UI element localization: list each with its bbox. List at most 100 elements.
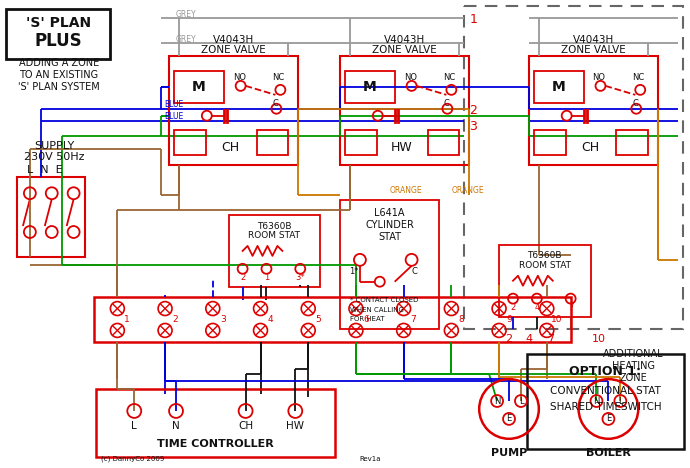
Text: NC: NC <box>273 73 285 82</box>
Text: (c) DannyCo 2009: (c) DannyCo 2009 <box>101 455 165 462</box>
Text: 4: 4 <box>534 303 540 312</box>
Text: L  N  E: L N E <box>27 165 63 176</box>
Text: CYLINDER: CYLINDER <box>365 220 414 230</box>
Bar <box>257 130 288 155</box>
Bar <box>94 297 571 343</box>
Text: 8: 8 <box>458 315 464 324</box>
Text: 9: 9 <box>506 315 512 324</box>
Bar <box>340 56 469 165</box>
Text: 2: 2 <box>172 315 178 324</box>
Text: WHEN CALLING: WHEN CALLING <box>350 307 404 313</box>
Text: HW: HW <box>391 141 413 154</box>
Text: N: N <box>494 396 500 405</box>
Text: V4043H: V4043H <box>213 35 255 45</box>
Text: V4043H: V4043H <box>573 35 614 45</box>
Text: OPTION 1:: OPTION 1: <box>569 365 642 378</box>
Bar <box>174 130 206 155</box>
Text: NO: NO <box>404 73 417 82</box>
Text: HW: HW <box>286 421 304 431</box>
Bar <box>340 200 440 329</box>
Text: 6: 6 <box>363 315 368 324</box>
Text: 1: 1 <box>264 273 269 282</box>
Bar <box>616 130 648 155</box>
Text: 7: 7 <box>411 315 417 324</box>
Text: CONVENTIONAL STAT: CONVENTIONAL STAT <box>550 386 661 396</box>
Text: SUPPLY: SUPPLY <box>34 140 75 151</box>
Text: CH: CH <box>582 141 600 154</box>
Circle shape <box>375 277 385 287</box>
Text: L: L <box>131 421 137 431</box>
Text: 'S' PLAN: 'S' PLAN <box>26 16 91 30</box>
Text: L: L <box>519 396 523 405</box>
Text: 2: 2 <box>506 334 513 344</box>
Text: 2: 2 <box>511 303 515 312</box>
Text: 2: 2 <box>469 104 477 117</box>
Text: NO: NO <box>233 73 246 82</box>
Text: ZONE: ZONE <box>620 373 647 383</box>
Text: ZONE VALVE: ZONE VALVE <box>373 45 437 55</box>
Text: 'S' PLAN SYSTEM: 'S' PLAN SYSTEM <box>18 82 99 92</box>
Text: ORANGE: ORANGE <box>451 186 484 195</box>
Text: 4: 4 <box>268 315 273 324</box>
Text: 1: 1 <box>124 315 130 324</box>
Text: E: E <box>606 414 611 424</box>
Text: 3: 3 <box>469 120 477 133</box>
Text: 1*: 1* <box>349 267 359 276</box>
Text: 7: 7 <box>568 303 573 312</box>
Text: T6360B: T6360B <box>257 221 292 231</box>
Text: 230V 50Hz: 230V 50Hz <box>24 153 85 162</box>
Text: TIME CONTROLLER: TIME CONTROLLER <box>157 439 274 449</box>
Text: HEATING: HEATING <box>612 361 655 371</box>
Text: 5: 5 <box>315 315 321 324</box>
Text: M: M <box>363 80 377 94</box>
Text: * CONTACT CLOSED: * CONTACT CLOSED <box>350 297 418 303</box>
Text: TO AN EXISTING: TO AN EXISTING <box>19 70 98 80</box>
Text: 10: 10 <box>591 334 606 344</box>
Text: 1: 1 <box>469 13 477 26</box>
Text: BLUE: BLUE <box>164 100 184 109</box>
Text: ADDING A ZONE: ADDING A ZONE <box>19 58 99 68</box>
Text: ZONE VALVE: ZONE VALVE <box>201 45 266 55</box>
Text: 4: 4 <box>525 334 533 344</box>
Text: CH: CH <box>238 421 253 431</box>
Text: T6360B: T6360B <box>528 251 562 260</box>
Text: BLUE: BLUE <box>164 112 184 121</box>
Text: N: N <box>172 421 180 431</box>
Text: N: N <box>593 396 600 405</box>
Bar <box>527 354 684 449</box>
Bar <box>174 71 224 103</box>
Bar <box>169 56 298 165</box>
Bar <box>6 9 110 59</box>
Text: E: E <box>506 414 512 424</box>
Text: 2: 2 <box>240 273 245 282</box>
Text: ADDITIONAL: ADDITIONAL <box>603 349 664 359</box>
Text: 3: 3 <box>220 315 226 324</box>
Text: C: C <box>273 99 278 108</box>
Bar <box>97 389 335 457</box>
Bar <box>464 7 683 329</box>
Text: 10: 10 <box>551 315 562 324</box>
Text: BOILER: BOILER <box>586 448 631 458</box>
Text: ORANGE: ORANGE <box>390 186 422 195</box>
Text: ROOM STAT: ROOM STAT <box>519 261 571 271</box>
Text: ROOM STAT: ROOM STAT <box>248 232 300 241</box>
Bar <box>534 130 566 155</box>
Bar <box>529 56 658 165</box>
Bar <box>17 177 85 257</box>
Text: STAT: STAT <box>378 232 401 242</box>
Text: C: C <box>444 99 449 108</box>
Text: NC: NC <box>444 73 455 82</box>
Text: GREY: GREY <box>176 35 197 44</box>
Text: M: M <box>192 80 206 94</box>
Text: CH: CH <box>221 141 239 154</box>
Text: GREY: GREY <box>176 10 197 19</box>
Text: NC: NC <box>632 73 644 82</box>
Text: Rev1a: Rev1a <box>359 456 381 461</box>
Text: 7: 7 <box>547 334 554 344</box>
Text: SHARED TIMESWITCH: SHARED TIMESWITCH <box>550 402 661 412</box>
Bar <box>428 130 460 155</box>
Text: NO: NO <box>593 73 606 82</box>
Text: 3*: 3* <box>295 273 305 282</box>
Text: M: M <box>552 80 566 94</box>
Text: PUMP: PUMP <box>491 448 527 458</box>
